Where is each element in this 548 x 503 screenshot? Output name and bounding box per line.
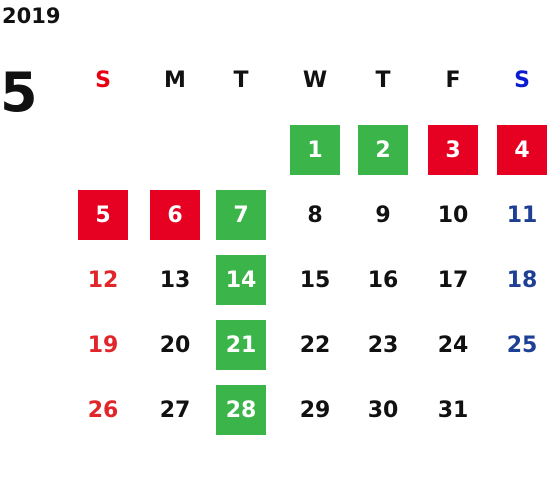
highlighted-day: 14 [216,255,266,305]
day: 23 [367,332,399,358]
weekday-label: W [302,67,328,93]
highlighted-day: 21 [216,320,266,370]
day: 9 [375,202,391,228]
day: 25 [506,332,538,358]
year: 2019 [2,4,61,28]
day: 31 [437,397,469,423]
day: 20 [159,332,191,358]
day: 30 [367,397,399,423]
day: 15 [299,267,331,293]
day: 13 [159,267,191,293]
day: 19 [87,332,119,358]
month: 5 [0,61,38,124]
day: 29 [299,397,331,423]
highlighted-day: 6 [150,190,200,240]
weekday-label: T [233,67,249,93]
day: 11 [506,202,538,228]
day: 12 [87,267,119,293]
weekday-label: S [95,67,111,93]
day: 22 [299,332,331,358]
highlighted-day: 2 [358,125,408,175]
day: 17 [437,267,469,293]
day: 16 [367,267,399,293]
highlighted-day: 3 [428,125,478,175]
weekday-label: S [514,67,530,93]
weekday-label: M [164,67,186,93]
day: 10 [437,202,469,228]
day: 26 [87,397,119,423]
highlighted-day: 1 [290,125,340,175]
highlighted-day: 5 [78,190,128,240]
day: 8 [307,202,323,228]
day: 18 [506,267,538,293]
highlighted-day: 28 [216,385,266,435]
day: 27 [159,397,191,423]
day: 24 [437,332,469,358]
weekday-label: T [375,67,391,93]
highlighted-day: 4 [497,125,547,175]
highlighted-day: 7 [216,190,266,240]
weekday-label: F [445,67,461,93]
